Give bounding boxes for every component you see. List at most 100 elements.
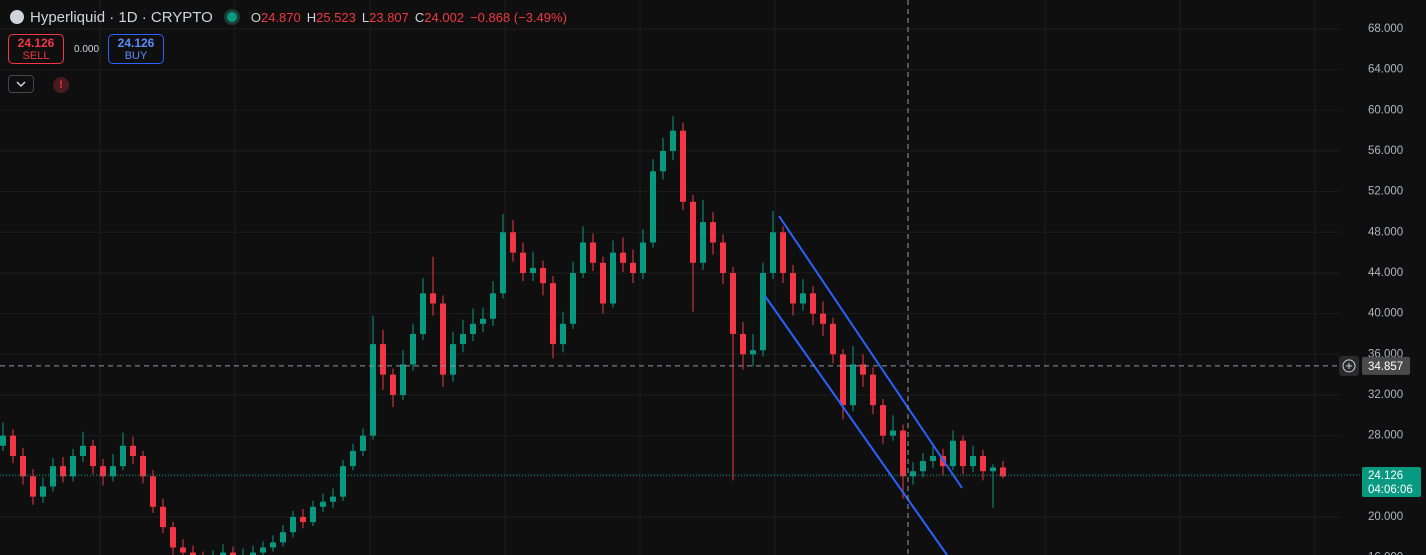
candle-body [580,242,586,273]
candle-body [270,542,276,548]
candle-body [820,313,826,324]
candle-body [390,374,396,395]
candle-body [710,222,716,243]
sell-price: 24.126 [17,36,55,50]
chevron [16,81,26,88]
candle-body [750,350,756,355]
candle-body [860,364,866,375]
last-price-box [1362,467,1421,498]
candle-body [350,450,356,467]
candle-body [880,405,886,436]
y-tick-label: 64.000 [1368,64,1403,76]
y-tick-label: 68.000 [1368,23,1403,35]
candle-body [990,467,996,472]
y-tick-label: 52.000 [1368,186,1403,198]
candle-body [540,267,546,284]
candle-body [230,552,236,555]
candle-body [180,547,186,553]
candle-body [620,252,626,263]
candle-body [220,552,226,555]
y-tick-label: 28.000 [1368,430,1403,442]
channel-line[interactable] [778,215,963,489]
candle-body [890,430,896,436]
candle-body [150,476,156,507]
y-tick-label: 16.000 [1368,552,1403,555]
candle-body [100,466,106,477]
candle-body [870,374,876,406]
candle-body [760,272,766,351]
buy-price: 24.126 [117,36,155,50]
candle-body [520,252,526,273]
grid [0,0,1340,555]
candle-body [490,293,496,319]
candle-body [930,455,936,462]
collapse-toggle[interactable] [8,75,34,93]
candle-body [20,455,26,477]
candle-body [330,496,336,502]
candle-body [640,242,646,273]
candle-body [720,242,726,273]
spread: 0.000 [74,44,100,55]
candle-body [0,435,6,446]
candle-body [440,303,446,375]
candle-body [680,130,686,202]
candle-body [140,455,146,477]
crosshair-price-label: 34.857 [1368,361,1403,373]
sell-label: SELL [22,50,50,62]
ohlc-legend: O24.870 H25.523 L23.807 C24.002 −0.868 (… [251,10,567,25]
candle-body [790,272,796,304]
candle-body [10,435,16,456]
candle-body [420,293,426,334]
channel-line[interactable] [764,295,948,555]
candle-body [370,344,376,436]
candle-body [950,440,956,467]
candle-body [840,354,846,406]
legend-value: 25.523 [316,9,356,25]
candle-body [250,552,256,555]
sell-button[interactable]: 24.126 SELL [8,34,64,64]
candle-body [920,461,926,472]
overlay: 16.00020.00024.00028.00032.00036.00040.0… [0,23,1421,555]
candle-body [830,323,836,355]
candle-body [510,232,516,253]
candle-body [740,333,746,355]
candle-body [450,344,456,375]
candle-body [960,440,966,467]
candle-body [650,171,656,243]
symbol-title[interactable]: Hyperliquid · 1D · CRYPTO [30,8,213,26]
buy-button[interactable]: 24.126 BUY [108,34,164,64]
candle-body [660,150,666,172]
y-tick-label: 44.000 [1368,267,1403,279]
candle-body [910,471,916,477]
y-tick-label: 60.000 [1368,104,1403,116]
last-price-label: 24.126 [1368,470,1403,482]
candle-body [400,364,406,395]
candle-body [610,252,616,304]
candle-body [550,283,556,345]
candle-body [1000,467,1006,477]
candle-body [810,293,816,314]
candle-body [410,333,416,365]
candle-body [280,532,286,543]
candle-body [70,455,76,477]
market-status [226,12,237,22]
candle-body [30,476,36,497]
candle-body [600,262,606,304]
candle-body [770,232,776,273]
warning-icon[interactable]: ! [53,77,69,93]
legend-key: C [414,9,425,25]
candle-body [300,516,306,523]
header: Hyperliquid · 1D · CRYPTO O24.870 H25.52… [0,6,567,28]
candle-body [590,242,596,263]
candle-body [730,272,736,334]
candle-body [40,486,46,497]
candle-body [690,201,696,263]
y-tick-label: 56.000 [1368,145,1403,157]
candle-body [160,506,166,528]
candle-body [630,262,636,273]
candle-body [560,323,566,345]
candle-body [340,466,346,497]
candle-body [800,293,806,304]
countdown-label: 04:06:06 [1368,484,1413,496]
